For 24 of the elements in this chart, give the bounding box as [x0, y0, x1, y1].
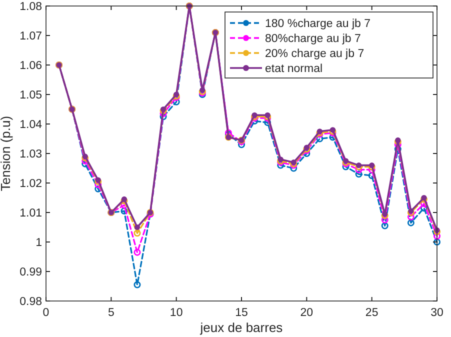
x-tick-label: 5	[108, 307, 114, 319]
x-tick-label: 15	[235, 307, 248, 319]
x-tick-label: 10	[170, 307, 183, 319]
legend-label: etat normal	[265, 63, 323, 75]
y-tick-label: 1.08	[20, 1, 42, 13]
y-tick-label: 1.06	[20, 60, 42, 72]
y-tick-label: 0.99	[20, 266, 42, 278]
x-tick-label: 25	[365, 307, 378, 319]
y-tick-label: 1.07	[20, 30, 42, 42]
x-tick-label: 30	[430, 307, 444, 319]
y-tick-label: 1.05	[20, 90, 42, 102]
legend-label: 180 %charge au jb 7	[265, 18, 370, 30]
y-tick-label: 1.03	[20, 148, 42, 160]
y-tick-label: 1.01	[20, 208, 42, 220]
y-tick-label: 1.04	[20, 119, 43, 131]
x-tick-label: 0	[42, 307, 50, 319]
legend-label: 20% charge au jb 7	[265, 48, 364, 60]
y-axis-title: Tension (p.u)	[0, 116, 13, 192]
y-tick-label: 1.02	[20, 178, 42, 190]
x-tick-label: 20	[300, 307, 314, 319]
y-tick-label: 0.98	[20, 296, 42, 308]
x-axis-title: jeux de barres	[199, 320, 284, 335]
legend-label: 80%charge au jb 7	[265, 33, 361, 45]
y-tick-label: 1	[36, 237, 42, 249]
